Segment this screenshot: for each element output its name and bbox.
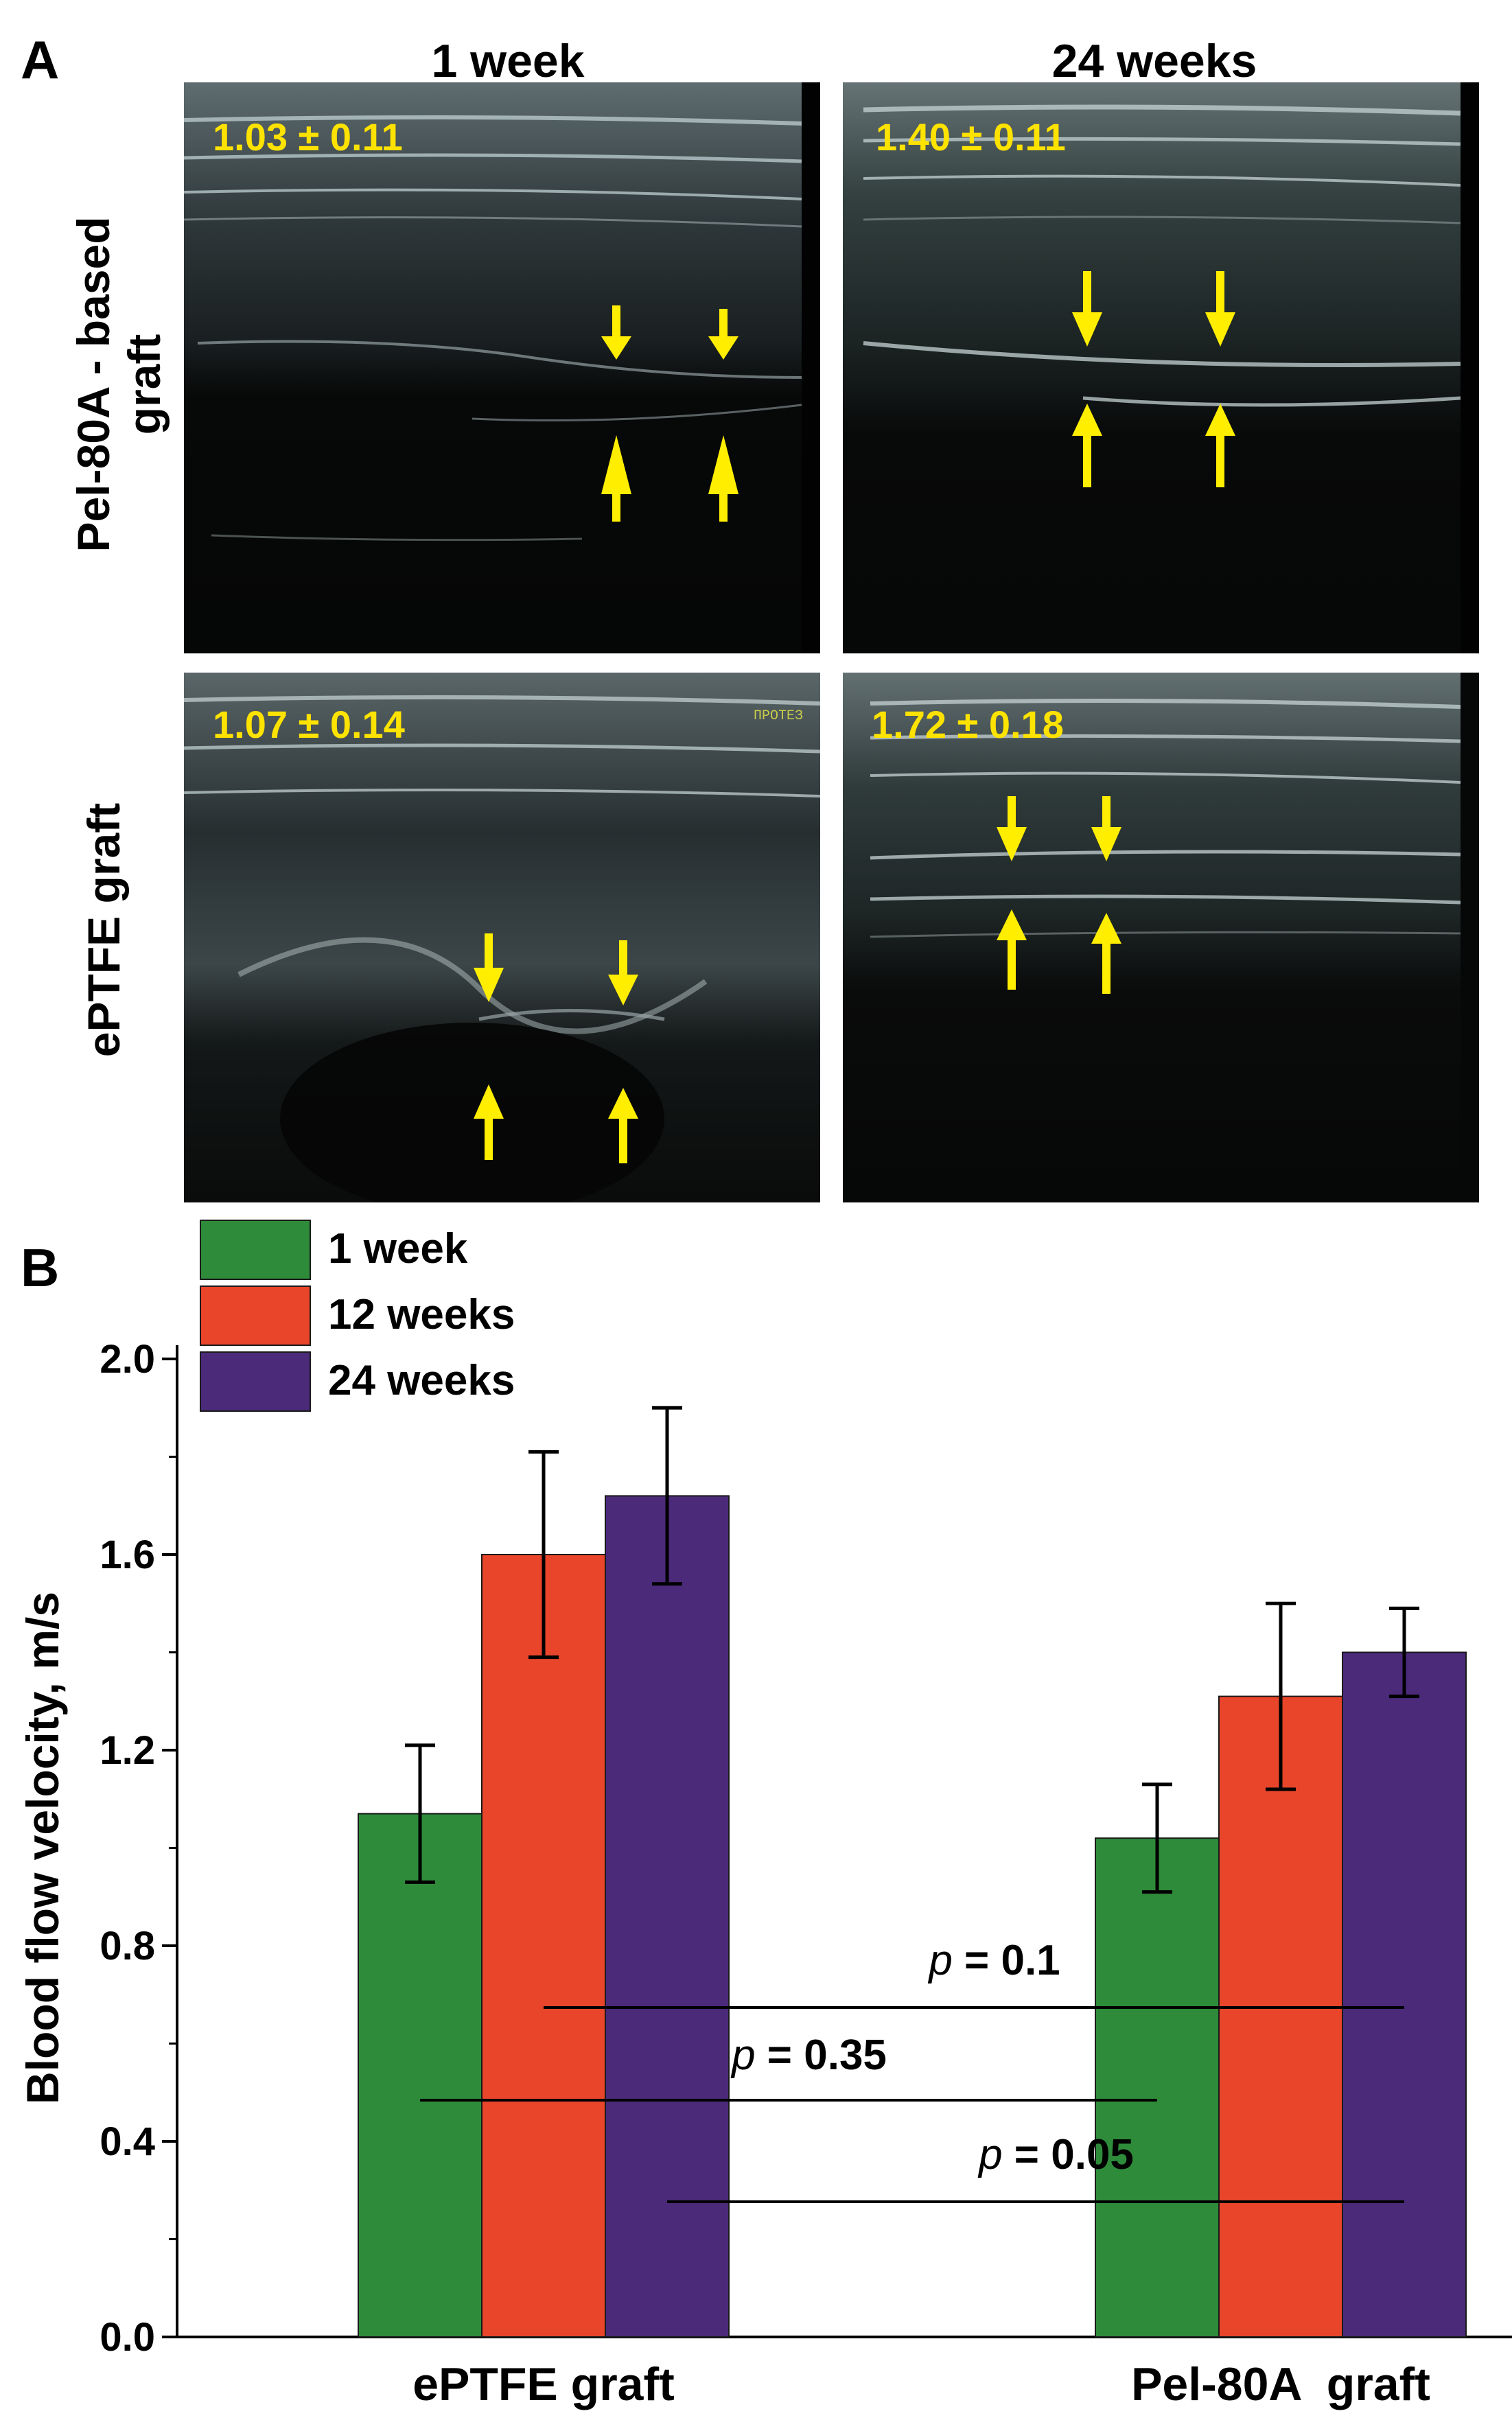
- ultrasound-pel80a-1week: 1.03 ± 0.11: [184, 82, 820, 653]
- y-tick-label: 0.4: [100, 2119, 155, 2164]
- bar: [481, 1554, 606, 2338]
- p-value: = 0.1: [953, 1937, 1060, 1984]
- significance-lines: p = 0.1p = 0.35p = 0.05: [420, 1937, 1404, 2203]
- row-label-pel80a-line1: Pel-80A - based: [68, 216, 119, 552]
- ultrasound-pel80a-24weeks: 1.40 ± 0.11: [843, 82, 1479, 653]
- ultrasound-eptfe-1week: 1.07 ± 0.14 ПРОТЕЗ: [184, 673, 820, 1202]
- legend-swatch: [200, 1220, 311, 1280]
- y-tick-label: 1.2: [100, 1728, 155, 1773]
- error-bars: [405, 1406, 1419, 1894]
- significance-label: p = 0.1: [927, 1937, 1060, 1984]
- legend-swatch: [200, 1351, 311, 1412]
- row-label-pel80a-line2: graft: [118, 334, 170, 435]
- panel-a-letter: A: [21, 30, 60, 90]
- column-label-1-week: 1 week: [431, 35, 585, 87]
- ultrasound-value: 1.03 ± 0.11: [213, 115, 403, 159]
- legend-label: 12 weeks: [328, 1291, 515, 1338]
- ultrasound-eptfe-24weeks: 1.72 ± 0.18: [843, 673, 1479, 1202]
- y-tick-label: 1.6: [100, 1533, 155, 1577]
- significance-label: p = 0.35: [730, 2032, 887, 2079]
- bar: [1218, 1695, 1343, 2338]
- legend-swatch: [200, 1285, 311, 1346]
- bar: [358, 1813, 482, 2338]
- y-axis-title: Blood flow velocity, m/s: [17, 1592, 68, 2104]
- p-symbol: p: [927, 1937, 952, 1984]
- p-value: = 0.35: [756, 2032, 887, 2079]
- ultrasound-value: 1.72 ± 0.18: [872, 703, 1064, 746]
- p-symbol: p: [730, 2032, 755, 2079]
- panel-b-letter: B: [21, 1237, 60, 1298]
- ultrasound-overlay-label: ПРОТЕЗ: [754, 708, 804, 724]
- bars: [358, 1495, 1467, 2338]
- y-tick-label: 2.0: [100, 1337, 155, 1382]
- legend: 1 week 12 weeks 24 weeks: [200, 1220, 515, 1412]
- p-value: = 0.05: [1003, 2131, 1134, 2178]
- p-symbol: p: [977, 2131, 1002, 2178]
- bar: [1342, 1651, 1467, 2338]
- column-label-24-weeks: 24 weeks: [1051, 35, 1257, 87]
- legend-label: 24 weeks: [328, 1357, 515, 1404]
- row-label-eptfe: ePTFE graft: [78, 724, 141, 1136]
- bar: [605, 1495, 730, 2338]
- x-category-label: ePTFE graft: [412, 2358, 675, 2410]
- bar: [1095, 1837, 1220, 2338]
- ultrasound-value: 1.07 ± 0.14: [213, 703, 405, 746]
- row-label-pel80a: Pel-80A - based graft: [68, 178, 192, 590]
- x-category-label: Pel-80A graft: [1131, 2358, 1430, 2410]
- y-tick-label: 0.0: [100, 2315, 155, 2360]
- axis-labels: ePTFE graft Pel-80A graft Blood flow veloc…: [17, 1592, 1430, 2410]
- bar-chart: 0.00.40.81.21.62.0 p = 0.1p = 0.35p = 0.…: [17, 1220, 1512, 2410]
- row-label-eptfe-line1: ePTFE graft: [78, 802, 129, 1058]
- significance-label: p = 0.05: [977, 2131, 1134, 2178]
- ultrasound-value: 1.40 ± 0.11: [876, 115, 1066, 159]
- y-tick-label: 0.8: [100, 1924, 155, 1968]
- legend-label: 1 week: [328, 1225, 468, 1272]
